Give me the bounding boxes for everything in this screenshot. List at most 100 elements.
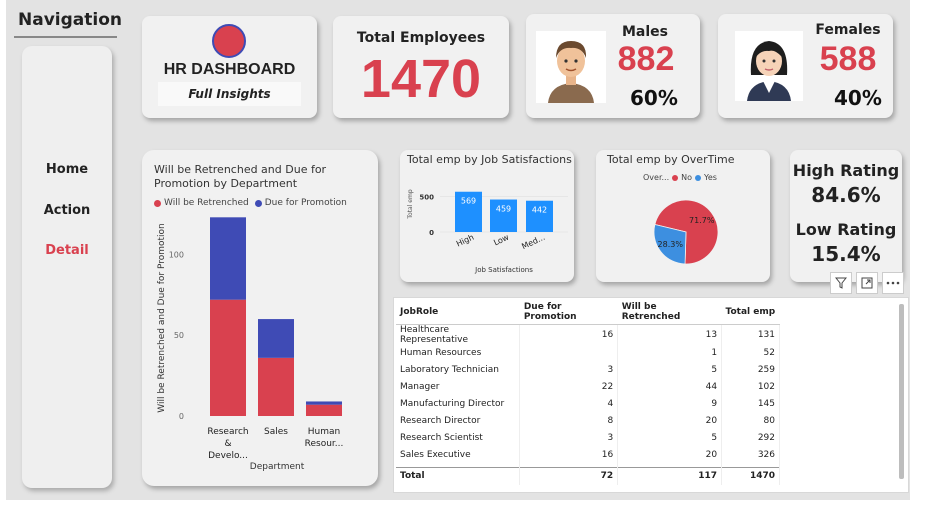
table-row[interactable]: Human Resources 1 52	[396, 344, 780, 362]
high-rating-label: High Rating	[792, 161, 900, 180]
cell-promotion: 22	[519, 378, 619, 396]
female-avatar-icon	[747, 41, 791, 101]
cell-total: 326	[721, 446, 780, 464]
dashboard-title: HR DASHBOARD	[163, 61, 296, 78]
female-avatar	[735, 31, 803, 101]
job-bar-data-label: 459	[496, 205, 511, 214]
nav-home-button[interactable]: Home	[45, 162, 89, 177]
job-y-tick-label: 0	[429, 229, 434, 237]
focus-mode-icon	[861, 277, 873, 289]
legend-retrenched-label: Will be Retrenched	[164, 198, 249, 208]
dept-x-tick-label: Research	[207, 427, 248, 437]
overtime-pie-chart: 71.7% 28.3%	[653, 199, 719, 265]
job-bar	[490, 199, 517, 232]
cell-promotion: 3	[519, 361, 619, 379]
low-rating-value: 15.4%	[811, 242, 881, 266]
cell-total: 102	[721, 378, 780, 396]
males-card: Males 882 60%	[526, 14, 700, 118]
col-header-jobrole[interactable]: JobRole	[396, 300, 520, 325]
table-row[interactable]: Healthcare Representative 16 13 131	[396, 324, 780, 345]
cell-retrenched: 9	[617, 395, 723, 413]
cell-promotion: 4	[519, 395, 619, 413]
cell-retrenched: 20	[617, 446, 723, 464]
job-satisfaction-card: Total emp by Job Satisfactions 0 500 Total…	[400, 150, 574, 282]
job-bar	[455, 191, 482, 232]
table-header-row: JobRole Due for Promotion Will be Retren…	[396, 300, 780, 325]
table-row[interactable]: Manufacturing Director 4 9 145	[396, 395, 780, 413]
cell-promotion	[519, 344, 619, 362]
filter-icon	[835, 277, 847, 289]
job-y-axis-label: Total emp	[407, 189, 414, 219]
cell-retrenched: 5	[617, 429, 723, 447]
legend-no-label: No	[681, 173, 693, 182]
table-row[interactable]: Manager 22 44 102	[396, 378, 780, 396]
focus-mode-button[interactable]	[856, 272, 878, 294]
job-satisfaction-title: Total emp by Job Satisfactions	[407, 153, 572, 166]
cell-total: 145	[721, 395, 780, 413]
col-header-total[interactable]: Total emp	[721, 300, 780, 325]
total-label: Total	[396, 467, 521, 485]
cell-retrenched: 5	[617, 361, 723, 379]
cell-total: 52	[721, 344, 780, 362]
col-header-promotion[interactable]: Due for Promotion	[519, 300, 618, 325]
table-row[interactable]: Research Director 8 20 80	[396, 412, 780, 430]
cell-promotion: 16	[519, 446, 619, 464]
table-row[interactable]: Laboratory Technician 3 5 259	[396, 361, 780, 379]
table-total-row: Total 72 117 1470	[396, 467, 780, 485]
females-label: Females	[815, 22, 881, 38]
job-y-tick-label: 500	[419, 194, 434, 202]
job-bar	[526, 200, 553, 232]
male-avatar	[536, 31, 606, 103]
overtime-legend: Over... No Yes	[643, 173, 717, 182]
dept-x-axis-label: Department	[250, 462, 305, 472]
females-value: 588	[819, 40, 877, 78]
bar-promotion	[210, 217, 246, 300]
total-employees-card: Total Employees 1470	[333, 16, 509, 118]
total-employees-value: 1470	[360, 49, 482, 109]
dashboard-subtitle: Full Insights	[158, 82, 301, 106]
dept-x-tick-label: Resour...	[305, 439, 344, 449]
job-x-tick-label: Med...	[520, 233, 546, 252]
cell-jobrole: Manufacturing Director	[396, 395, 521, 413]
table-scrollbar[interactable]	[899, 304, 904, 479]
cell-promotion: 3	[519, 429, 619, 447]
pie-label-no: 71.7%	[689, 216, 715, 225]
table-total-bar: Total 72 117 1470	[396, 467, 780, 487]
legend-promotion-dot	[254, 199, 262, 207]
high-rating-value: 84.6%	[811, 183, 881, 207]
job-bar-data-label: 442	[532, 206, 547, 215]
col-header-retrenched[interactable]: Will be Retrenched	[617, 300, 722, 325]
legend-yes-dot	[695, 174, 702, 181]
cell-jobrole: Sales Executive	[396, 446, 521, 464]
overtime-title: Total emp by OverTime	[607, 153, 735, 166]
dept-x-tick-label: &	[224, 439, 231, 449]
filter-button[interactable]	[830, 272, 852, 294]
table-total: Total 72 117 1470	[396, 467, 780, 485]
jobrole-table: JobRole Due for Promotion Will be Retren…	[396, 300, 780, 481]
more-options-button[interactable]	[882, 272, 904, 294]
nav-action-button[interactable]: Action	[43, 203, 91, 218]
total-emp: 1470	[721, 467, 780, 485]
cell-promotion: 8	[519, 412, 619, 430]
cell-total: 80	[721, 412, 780, 430]
table-row[interactable]: Research Scientist 3 5 292	[396, 429, 780, 447]
cell-jobrole: Laboratory Technician	[396, 361, 521, 379]
cell-jobrole: Healthcare Representative	[396, 324, 521, 345]
dept-y-tick-label: 50	[174, 331, 184, 340]
cell-jobrole: Research Scientist	[396, 429, 521, 447]
total-employees-label: Total Employees	[356, 30, 486, 46]
males-value: 882	[617, 40, 675, 78]
cell-retrenched: 20	[617, 412, 723, 430]
logo-circle-icon	[212, 24, 246, 58]
table-row[interactable]: Sales Executive 16 20 326	[396, 446, 780, 464]
nav-detail-button[interactable]: Detail	[45, 243, 89, 258]
dept-x-tick-label: Sales	[264, 427, 288, 437]
cell-retrenched: 44	[617, 378, 723, 396]
females-card: Females 588 40%	[718, 14, 893, 118]
dept-x-tick-label: Develo...	[208, 451, 248, 461]
dept-chart-legend: Will be Retrenched Due for Promotion	[154, 198, 347, 208]
job-x-tick-label: High	[455, 233, 475, 249]
nav-panel: Home Action Detail	[22, 46, 112, 488]
cell-jobrole: Research Director	[396, 412, 521, 430]
